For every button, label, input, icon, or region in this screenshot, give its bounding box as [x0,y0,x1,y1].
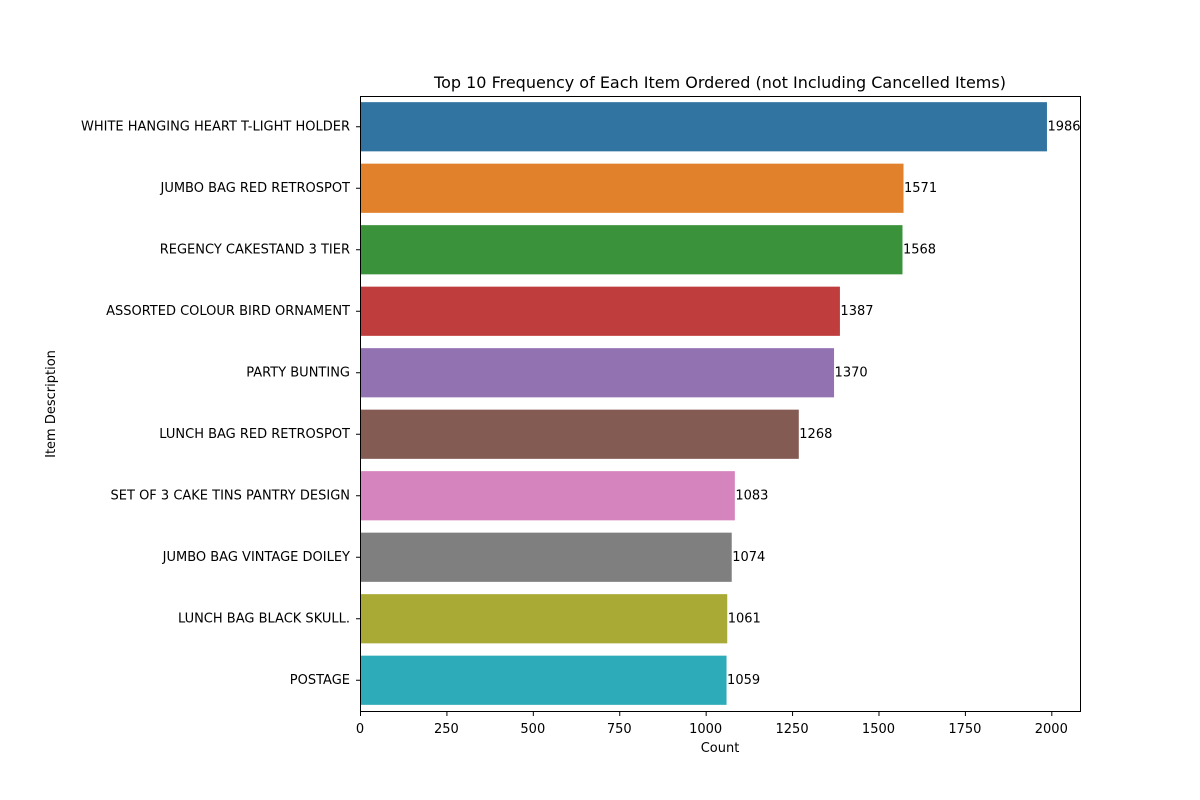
y-axis-label: Item Description [44,350,59,458]
bar-5 [360,348,835,398]
x-tick-label-3: 500 [520,722,545,737]
x-tick-layer: 0 250 500 750 1000 1250 1500 1750 2000 [356,711,1068,737]
y-tick-label-3: REGENCY CAKESTAND 3 TIER [160,242,350,257]
bar-value-label-9: 1061 [728,611,761,626]
x-axis-label: Count [701,741,740,756]
y-tick-label-8: JUMBO BAG VINTAGE DOILEY [162,550,350,565]
bar-value-label-7: 1083 [735,488,768,503]
x-tick-label-1: 0 [356,722,364,737]
x-tick-label-7: 1500 [862,722,895,737]
bar-value-label-4: 1387 [840,304,873,319]
bars-layer [360,102,1047,705]
x-tick-label-8: 1750 [948,722,981,737]
y-tick-label-4: ASSORTED COLOUR BIRD ORNAMENT [106,304,350,319]
x-tick-label-4: 750 [607,722,632,737]
y-tick-label-10: POSTAGE [290,673,350,688]
bar-9 [360,594,728,644]
bar-value-label-5: 1370 [835,365,868,380]
bar-2 [360,163,904,213]
bar-10 [360,655,727,705]
y-tick-label-7: SET OF 3 CAKE TINS PANTRY DESIGN [111,488,350,503]
bar-3 [360,225,903,275]
plot-frame [360,96,1081,712]
x-tick-label-6: 1250 [776,722,809,737]
bar-labels-layer: 1986 1571 1568 1387 1370 1268 1083 1074 1061 1059 [727,119,1081,688]
x-tick-label-2: 250 [434,722,459,737]
y-tick-label-9: LUNCH BAG BLACK SKULL. [178,611,350,626]
bar-value-label-2: 1571 [904,181,937,196]
bar-value-label-1: 1986 [1047,119,1080,134]
y-tick-label-6: LUNCH BAG RED RETROSPOT [159,427,350,442]
x-tick-label-5: 1000 [689,722,722,737]
bar-8 [360,532,732,582]
y-tick-label-2: JUMBO BAG RED RETROSPOT [159,181,350,196]
y-tick-label-1: WHITE HANGING HEART T-LIGHT HOLDER [81,119,350,134]
y-tick-layer: WHITE HANGING HEART T-LIGHT HOLDER JUMBO … [81,119,360,688]
y-tick-label-5: PARTY BUNTING [246,365,350,380]
bar-value-label-3: 1568 [903,242,936,257]
bar-1 [360,102,1047,152]
bar-value-label-6: 1268 [799,427,832,442]
x-tick-label-9: 2000 [1035,722,1068,737]
bar-6 [360,409,799,459]
bar-4 [360,286,840,336]
bar-value-label-10: 1059 [727,673,760,688]
bar-7 [360,471,735,521]
chart-title: Top 10 Frequency of Each Item Ordered (n… [433,73,1006,92]
bar-value-label-8: 1074 [732,550,765,565]
